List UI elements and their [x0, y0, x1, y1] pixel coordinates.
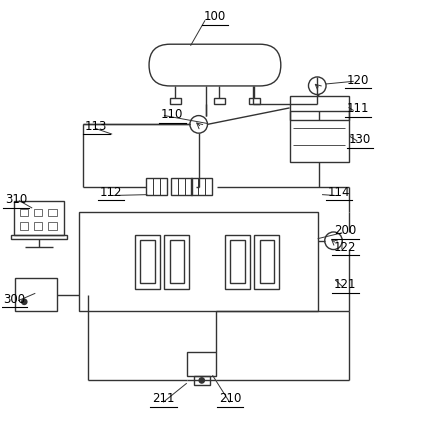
Text: 112: 112	[100, 186, 122, 199]
Bar	[170, 240, 184, 283]
Bar	[249, 98, 260, 103]
Text: 200: 200	[334, 224, 357, 237]
Bar	[15, 278, 57, 311]
Bar	[146, 179, 167, 195]
Bar	[171, 179, 192, 195]
Bar	[191, 179, 212, 195]
Text: 121: 121	[334, 278, 357, 291]
Bar	[48, 209, 57, 216]
Bar	[164, 235, 189, 289]
Bar	[194, 376, 210, 385]
Text: 114: 114	[328, 186, 350, 199]
Text: 130: 130	[349, 133, 371, 146]
Bar	[12, 236, 67, 239]
Bar	[187, 352, 216, 376]
Bar	[135, 235, 160, 289]
Bar	[48, 222, 57, 229]
Bar	[214, 98, 225, 103]
Bar	[34, 222, 43, 229]
Text: 211: 211	[152, 392, 175, 405]
Bar	[19, 222, 28, 229]
Text: 110: 110	[161, 108, 183, 121]
Bar	[140, 240, 155, 283]
Text: 310: 310	[5, 194, 27, 206]
Text: 300: 300	[3, 293, 25, 306]
Text: 111: 111	[346, 103, 369, 115]
Bar	[290, 96, 349, 120]
Text: 113: 113	[85, 120, 108, 133]
Circle shape	[22, 299, 27, 305]
Bar	[254, 235, 280, 289]
Text: 120: 120	[346, 74, 369, 87]
Bar	[290, 111, 349, 162]
Text: 210: 210	[219, 392, 241, 405]
Bar	[260, 240, 274, 283]
Bar	[230, 240, 245, 283]
Bar	[14, 201, 65, 236]
Bar	[170, 98, 181, 103]
Bar	[225, 235, 250, 289]
Bar	[19, 209, 28, 216]
Text: 100: 100	[204, 10, 226, 23]
Text: 122: 122	[334, 241, 357, 254]
Circle shape	[199, 378, 204, 383]
Bar	[79, 212, 318, 311]
Bar	[34, 209, 43, 216]
